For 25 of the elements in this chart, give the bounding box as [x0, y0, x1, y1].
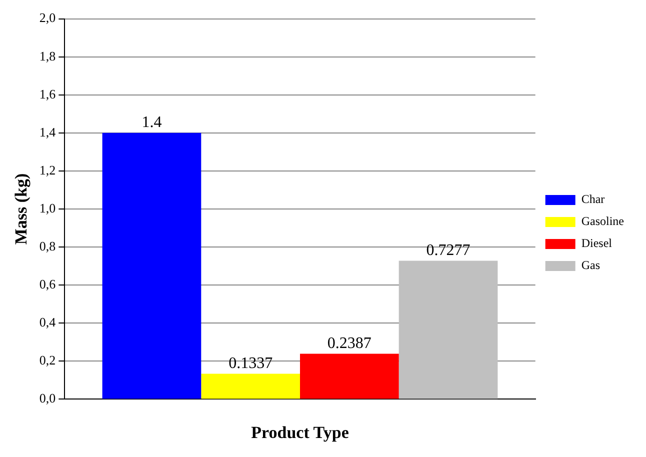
y-tick-label: 1,4 — [39, 124, 56, 140]
legend-label: Char — [581, 192, 605, 206]
y-tick-label: 1,2 — [39, 162, 56, 178]
bar — [201, 374, 300, 399]
bar — [102, 132, 202, 399]
y-axis-title: Mass (kg) — [12, 173, 31, 245]
y-tick-label: 1,8 — [39, 48, 56, 64]
x-axis-title: Product Type — [251, 423, 350, 442]
legend-label: Gasoline — [581, 214, 624, 228]
y-tick-label: 0,0 — [39, 390, 56, 406]
bar — [300, 354, 399, 399]
y-tick-label: 1,6 — [39, 86, 56, 102]
y-tick-label: 0,4 — [39, 314, 56, 330]
data-label: 1.4 — [142, 114, 162, 132]
y-tick-label: 0,2 — [39, 352, 56, 368]
data-label: 0.7277 — [426, 242, 470, 259]
y-tick-label: 0,8 — [39, 238, 56, 254]
y-tick-label: 0,6 — [39, 276, 56, 292]
data-label: 0.1337 — [228, 354, 273, 372]
y-tick-label: 2,0 — [39, 10, 56, 26]
y-tick-label: 1,0 — [39, 200, 56, 216]
legend-label: Gas — [581, 258, 600, 272]
legend-label: Diesel — [581, 236, 613, 250]
data-label: 0.2387 — [327, 335, 372, 352]
bar — [398, 260, 498, 399]
